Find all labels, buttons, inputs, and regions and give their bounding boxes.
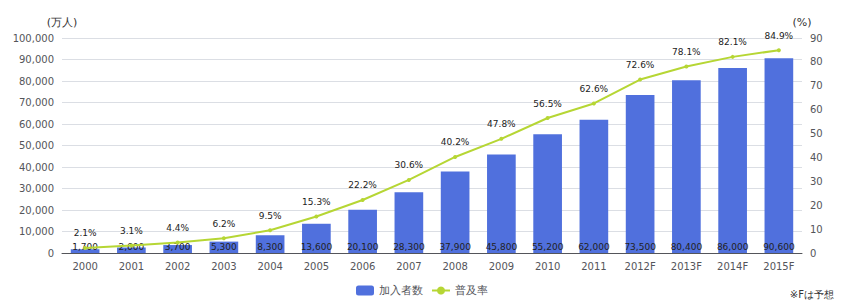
svg-text:10,000: 10,000 xyxy=(19,226,54,237)
svg-text:2005: 2005 xyxy=(304,261,329,272)
svg-text:40: 40 xyxy=(810,152,823,163)
svg-text:84.9%: 84.9% xyxy=(765,31,794,41)
svg-text:82.1%: 82.1% xyxy=(718,37,747,47)
svg-text:8,300: 8,300 xyxy=(257,242,283,252)
svg-text:45,800: 45,800 xyxy=(486,242,518,252)
svg-text:6.2%: 6.2% xyxy=(212,219,235,229)
svg-text:2004: 2004 xyxy=(257,261,282,272)
svg-text:2003: 2003 xyxy=(211,261,236,272)
svg-text:2010: 2010 xyxy=(535,261,560,272)
svg-text:2009: 2009 xyxy=(489,261,514,272)
svg-text:2002: 2002 xyxy=(165,261,190,272)
svg-text:22.2%: 22.2% xyxy=(348,180,377,190)
svg-text:※Fは予想: ※Fは予想 xyxy=(790,289,834,300)
svg-text:1,700: 1,700 xyxy=(72,242,98,252)
svg-text:2011: 2011 xyxy=(581,261,606,272)
svg-text:2015F: 2015F xyxy=(763,261,794,272)
svg-text:15.3%: 15.3% xyxy=(302,197,331,207)
svg-text:55,200: 55,200 xyxy=(532,242,564,252)
svg-text:0: 0 xyxy=(48,248,54,259)
svg-text:80,400: 80,400 xyxy=(671,242,703,252)
svg-text:62,000: 62,000 xyxy=(578,242,610,252)
svg-text:30.6%: 30.6% xyxy=(395,160,424,170)
svg-text:(%): (%) xyxy=(792,16,811,29)
svg-text:2.1%: 2.1% xyxy=(74,228,97,238)
svg-text:72.6%: 72.6% xyxy=(626,60,655,70)
svg-text:90: 90 xyxy=(810,33,823,44)
svg-text:70: 70 xyxy=(810,80,823,91)
svg-text:40,000: 40,000 xyxy=(19,162,54,173)
svg-text:47.8%: 47.8% xyxy=(487,119,516,129)
svg-text:2001: 2001 xyxy=(119,261,144,272)
svg-text:2012F: 2012F xyxy=(625,261,656,272)
svg-text:3.1%: 3.1% xyxy=(120,226,143,236)
svg-text:60: 60 xyxy=(810,104,823,115)
svg-text:20,100: 20,100 xyxy=(347,242,379,252)
svg-text:4.4%: 4.4% xyxy=(166,223,189,233)
svg-text:100,000: 100,000 xyxy=(13,33,54,44)
svg-text:62.6%: 62.6% xyxy=(580,84,609,94)
svg-text:30: 30 xyxy=(810,176,823,187)
svg-text:2007: 2007 xyxy=(396,261,421,272)
svg-text:2014F: 2014F xyxy=(717,261,748,272)
svg-text:10: 10 xyxy=(810,224,823,235)
svg-text:86,000: 86,000 xyxy=(717,242,749,252)
svg-text:3,700: 3,700 xyxy=(164,241,191,252)
svg-text:2000: 2000 xyxy=(72,261,97,272)
svg-text:20,000: 20,000 xyxy=(19,205,54,216)
svg-text:78.1%: 78.1% xyxy=(672,47,701,57)
svg-text:28,300: 28,300 xyxy=(393,242,425,252)
svg-text:5,300: 5,300 xyxy=(211,242,237,252)
svg-text:2008: 2008 xyxy=(442,261,467,272)
svg-text:13,600: 13,600 xyxy=(301,242,333,252)
svg-text:2006: 2006 xyxy=(350,261,375,272)
svg-text:56.5%: 56.5% xyxy=(533,99,562,109)
svg-text:60,000: 60,000 xyxy=(19,119,54,130)
svg-text:40.2%: 40.2% xyxy=(441,137,470,147)
svg-text:37,900: 37,900 xyxy=(439,242,471,252)
svg-text:(万人): (万人) xyxy=(47,16,78,29)
svg-text:20: 20 xyxy=(810,200,823,211)
svg-text:2,600: 2,600 xyxy=(118,241,145,252)
svg-text:0: 0 xyxy=(810,248,816,259)
svg-text:73,500: 73,500 xyxy=(624,242,656,252)
svg-text:90,000: 90,000 xyxy=(19,54,54,65)
svg-text:90,600: 90,600 xyxy=(763,242,795,252)
svg-text:50,000: 50,000 xyxy=(19,140,54,151)
svg-text:30,000: 30,000 xyxy=(19,183,54,194)
svg-text:80,000: 80,000 xyxy=(19,76,54,87)
svg-text:50: 50 xyxy=(810,128,823,139)
svg-text:加入者数: 加入者数 xyxy=(379,284,423,297)
svg-text:9.5%: 9.5% xyxy=(259,211,282,221)
svg-text:80: 80 xyxy=(810,56,823,67)
svg-text:普及率: 普及率 xyxy=(455,284,488,297)
svg-text:70,000: 70,000 xyxy=(19,97,54,108)
svg-text:2013F: 2013F xyxy=(671,261,702,272)
